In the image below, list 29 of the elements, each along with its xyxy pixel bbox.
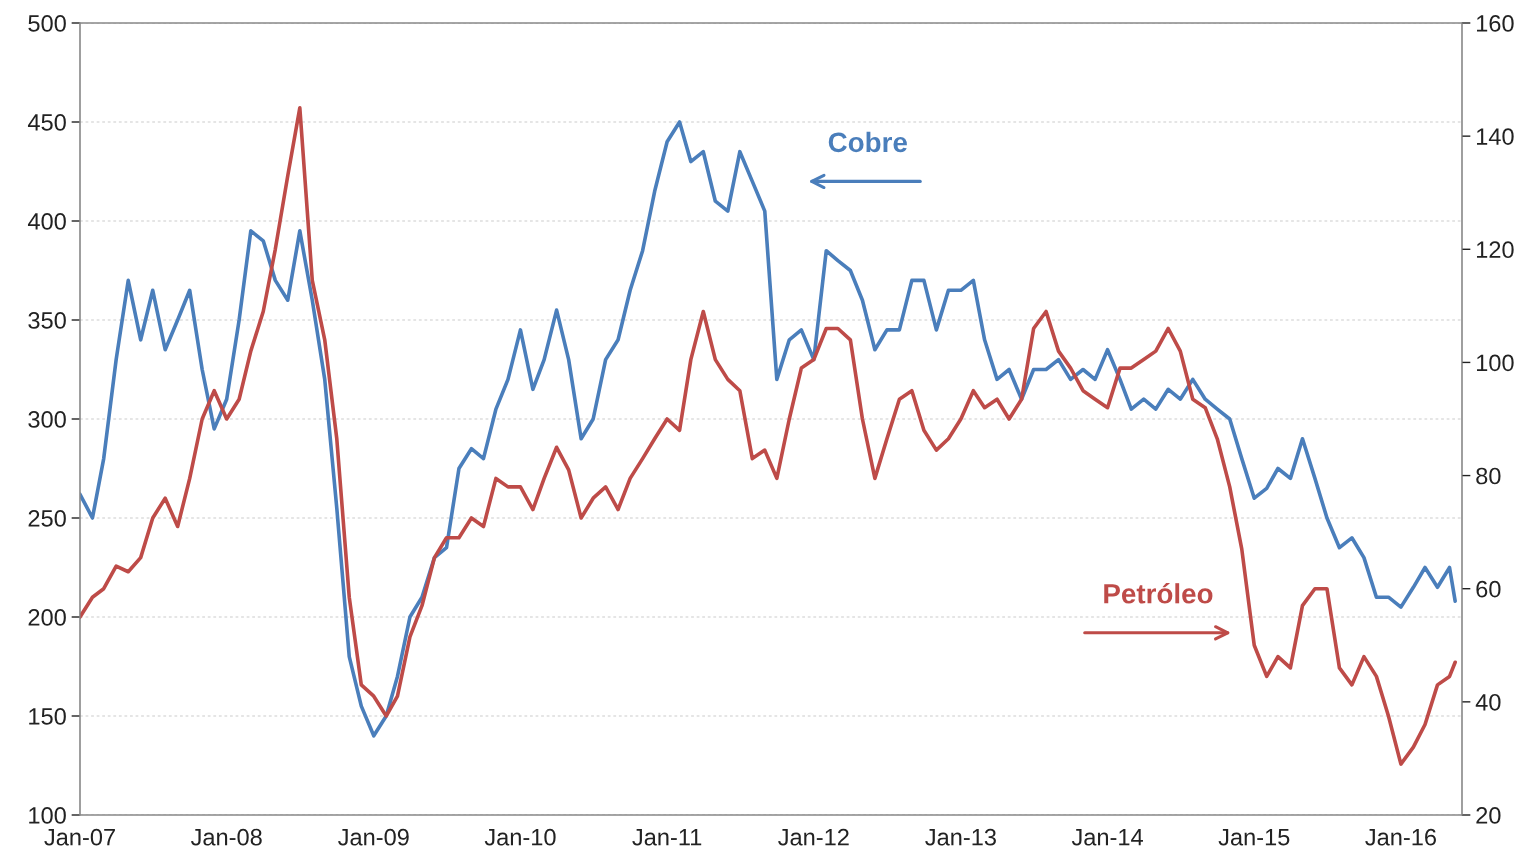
x-tick-label: Jan-12 bbox=[778, 828, 849, 846]
x-tick-label: Jan-09 bbox=[338, 828, 409, 846]
x-tick-label: Jan-13 bbox=[925, 828, 996, 846]
x-tick-label: Jan-15 bbox=[1218, 829, 1290, 846]
y2-tick-label: 60 bbox=[1476, 580, 1501, 598]
x-tick-label: Jan-07 bbox=[44, 828, 115, 846]
x-tick-label: Jan-16 bbox=[1365, 828, 1436, 846]
series-label: Petróleo bbox=[1104, 582, 1213, 604]
x-tick-label: Jan-14 bbox=[1071, 829, 1143, 846]
y-tick-label: 100 bbox=[29, 807, 66, 824]
y2-tick-label: 100 bbox=[1476, 354, 1514, 372]
y-tick-label: 350 bbox=[28, 312, 66, 329]
y-tick-label: 200 bbox=[28, 609, 66, 626]
x-tick-label: Jan-08 bbox=[190, 828, 262, 846]
y2-tick-label: 120 bbox=[1476, 241, 1514, 259]
y2-tick-label: 160 bbox=[1476, 15, 1514, 32]
y2-tick-label: 40 bbox=[1475, 693, 1501, 711]
y-tick-label: 250 bbox=[28, 510, 66, 527]
y2-tick-label: 140 bbox=[1476, 128, 1514, 145]
y2-tick-label: 20 bbox=[1476, 807, 1501, 824]
x-tick-label: Jan-10 bbox=[484, 828, 556, 846]
y-tick-label: 300 bbox=[28, 411, 66, 428]
text: Cobre bbox=[828, 131, 907, 153]
y-tick-label: 450 bbox=[27, 114, 66, 131]
y2-tick-label: 80 bbox=[1476, 467, 1501, 485]
y-tick-label: 500 bbox=[28, 15, 66, 32]
y-tick-label: 400 bbox=[27, 213, 66, 230]
x-tick-label: Jan-11 bbox=[632, 829, 702, 846]
y-tick-label: 150 bbox=[29, 708, 66, 725]
